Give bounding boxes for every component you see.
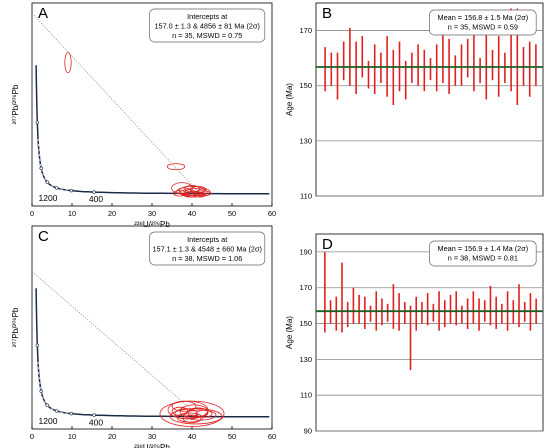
data-ellipse	[195, 409, 213, 418]
concordia-dash-overlay	[37, 138, 68, 191]
annotation-line: 157.0 ± 1.3 & 4856 ± 81 Ma (2σ)	[154, 22, 259, 31]
y-axis-label: ²⁰⁷Pb/²⁰⁶Pb	[11, 307, 20, 347]
panel-label: D	[322, 236, 333, 253]
data-ellipse	[182, 414, 202, 424]
annotation-line: n = 38, MSWD = 1.06	[172, 254, 242, 263]
annotation-line: 157.1 ± 1.3 & 4548 ± 660 Ma (2σ)	[152, 245, 261, 254]
discordia-line	[31, 12, 200, 194]
data-ellipse	[169, 408, 223, 425]
concordia-age-marker	[69, 411, 74, 416]
x-tick-label: 30	[148, 432, 156, 441]
annotation-line: n = 38, MSWD = 0.81	[448, 254, 518, 263]
panel-a-concordia: 0 10 20 30 40 50 60 ²³⁸U/²⁰⁶Pb ²⁰⁷Pb/²⁰⁶Pb A 1200 4…	[11, 2, 276, 229]
data-ellipse	[166, 163, 186, 171]
concordia-age-marker	[92, 413, 96, 417]
y-tick-label: 110	[300, 391, 312, 400]
panel-d-age-plot: 90 110 130 150 170 190 Age (Ma) D Mean = 156.9 ±…	[285, 233, 544, 436]
annotation-box	[149, 8, 266, 43]
x-tick-label: 0	[30, 432, 34, 441]
y-tick-label: 110	[300, 192, 312, 201]
concordia-dash-overlay	[37, 361, 68, 414]
annotation-line: n = 35, MSWD = 0.75	[172, 31, 242, 40]
x-tick-label: 10	[68, 432, 76, 441]
x-axis-label: ²³⁸U/²⁰⁶Pb	[134, 220, 170, 229]
panel-label: C	[38, 228, 49, 245]
concordia-age-marker	[54, 186, 59, 190]
x-tick-label: 30	[148, 209, 156, 218]
y-tick-label: 130	[299, 136, 312, 145]
annotation-line: n = 35, MSWD = 0.59	[448, 23, 518, 32]
data-ellipse	[184, 185, 200, 193]
concordia-age-label: 400	[89, 417, 103, 427]
concordia-age-label: 400	[89, 194, 103, 204]
concordia-curve	[35, 65, 270, 195]
concordia-age-marker	[92, 190, 96, 194]
x-tick-label: 40	[188, 432, 196, 441]
y-axis-label: Age (Ma)	[285, 316, 294, 349]
y-tick-label: 150	[299, 81, 312, 90]
concordia-age-marker	[35, 120, 40, 125]
data-ellipse	[64, 52, 72, 74]
x-tick-label: 20	[108, 209, 116, 218]
y-tick-label: 190	[299, 247, 312, 256]
annotation-box	[429, 9, 537, 36]
annotation-box	[429, 240, 537, 267]
data-ellipse	[193, 192, 206, 198]
panel-label: B	[322, 5, 332, 22]
panel-c-concordia: 0 10 20 30 40 50 60 ²³⁸U/²⁰⁶Pb ²⁰⁷Pb/²⁰⁶Pb C 1200 4…	[11, 225, 276, 448]
x-axis-label: ²³⁸U/²⁰⁶Pb	[134, 443, 170, 448]
annotation-line: Mean = 156.8 ± 1.5 Ma (2σ)	[438, 13, 529, 22]
annotation-box	[149, 231, 266, 266]
y-tick-label: 130	[299, 355, 312, 364]
concordia-age-marker	[54, 409, 59, 413]
concordia-age-marker	[45, 180, 49, 184]
x-tick-label: 60	[268, 209, 276, 218]
discordia-line	[31, 271, 200, 417]
panel-label: A	[38, 5, 48, 22]
annotation-line: Mean = 156.9 ± 1.4 Ma (2σ)	[438, 244, 529, 253]
x-tick-label: 10	[68, 209, 76, 218]
x-tick-label: 0	[30, 209, 34, 218]
data-ellipse	[171, 400, 197, 412]
concordia-age-marker	[35, 343, 40, 348]
annotation-line: Intercepts at	[187, 12, 227, 21]
concordia-age-label: 1200	[39, 193, 58, 203]
x-tick-label: 40	[188, 209, 196, 218]
data-ellipse	[197, 188, 211, 195]
x-tick-label: 60	[268, 432, 276, 441]
concordia-age-label: 1200	[39, 416, 58, 426]
data-ellipse	[171, 406, 189, 416]
y-tick-label: 90	[304, 427, 312, 436]
concordia-age-marker	[45, 403, 49, 407]
y-axis-label: Age (Ma)	[285, 83, 294, 116]
y-tick-label: 170	[299, 26, 312, 35]
y-axis-label: ²⁰⁷Pb/²⁰⁶Pb	[11, 84, 20, 124]
concordia-age-marker	[69, 188, 74, 193]
y-tick-label: 170	[299, 283, 312, 292]
concordia-age-marker	[39, 166, 43, 170]
panel-b-age-plot: 110 130 150 170 Age (Ma) B Mean = 156.8 ± 1.5 …	[285, 2, 544, 201]
data-ellipse	[173, 190, 187, 197]
concordia-age-marker	[39, 389, 43, 393]
concordia-curve	[35, 288, 270, 418]
annotation-line: Intercepts at	[187, 235, 227, 244]
x-tick-label: 20	[108, 432, 116, 441]
x-tick-label: 50	[228, 209, 236, 218]
y-tick-label: 150	[299, 319, 312, 328]
x-tick-label: 50	[228, 432, 236, 441]
